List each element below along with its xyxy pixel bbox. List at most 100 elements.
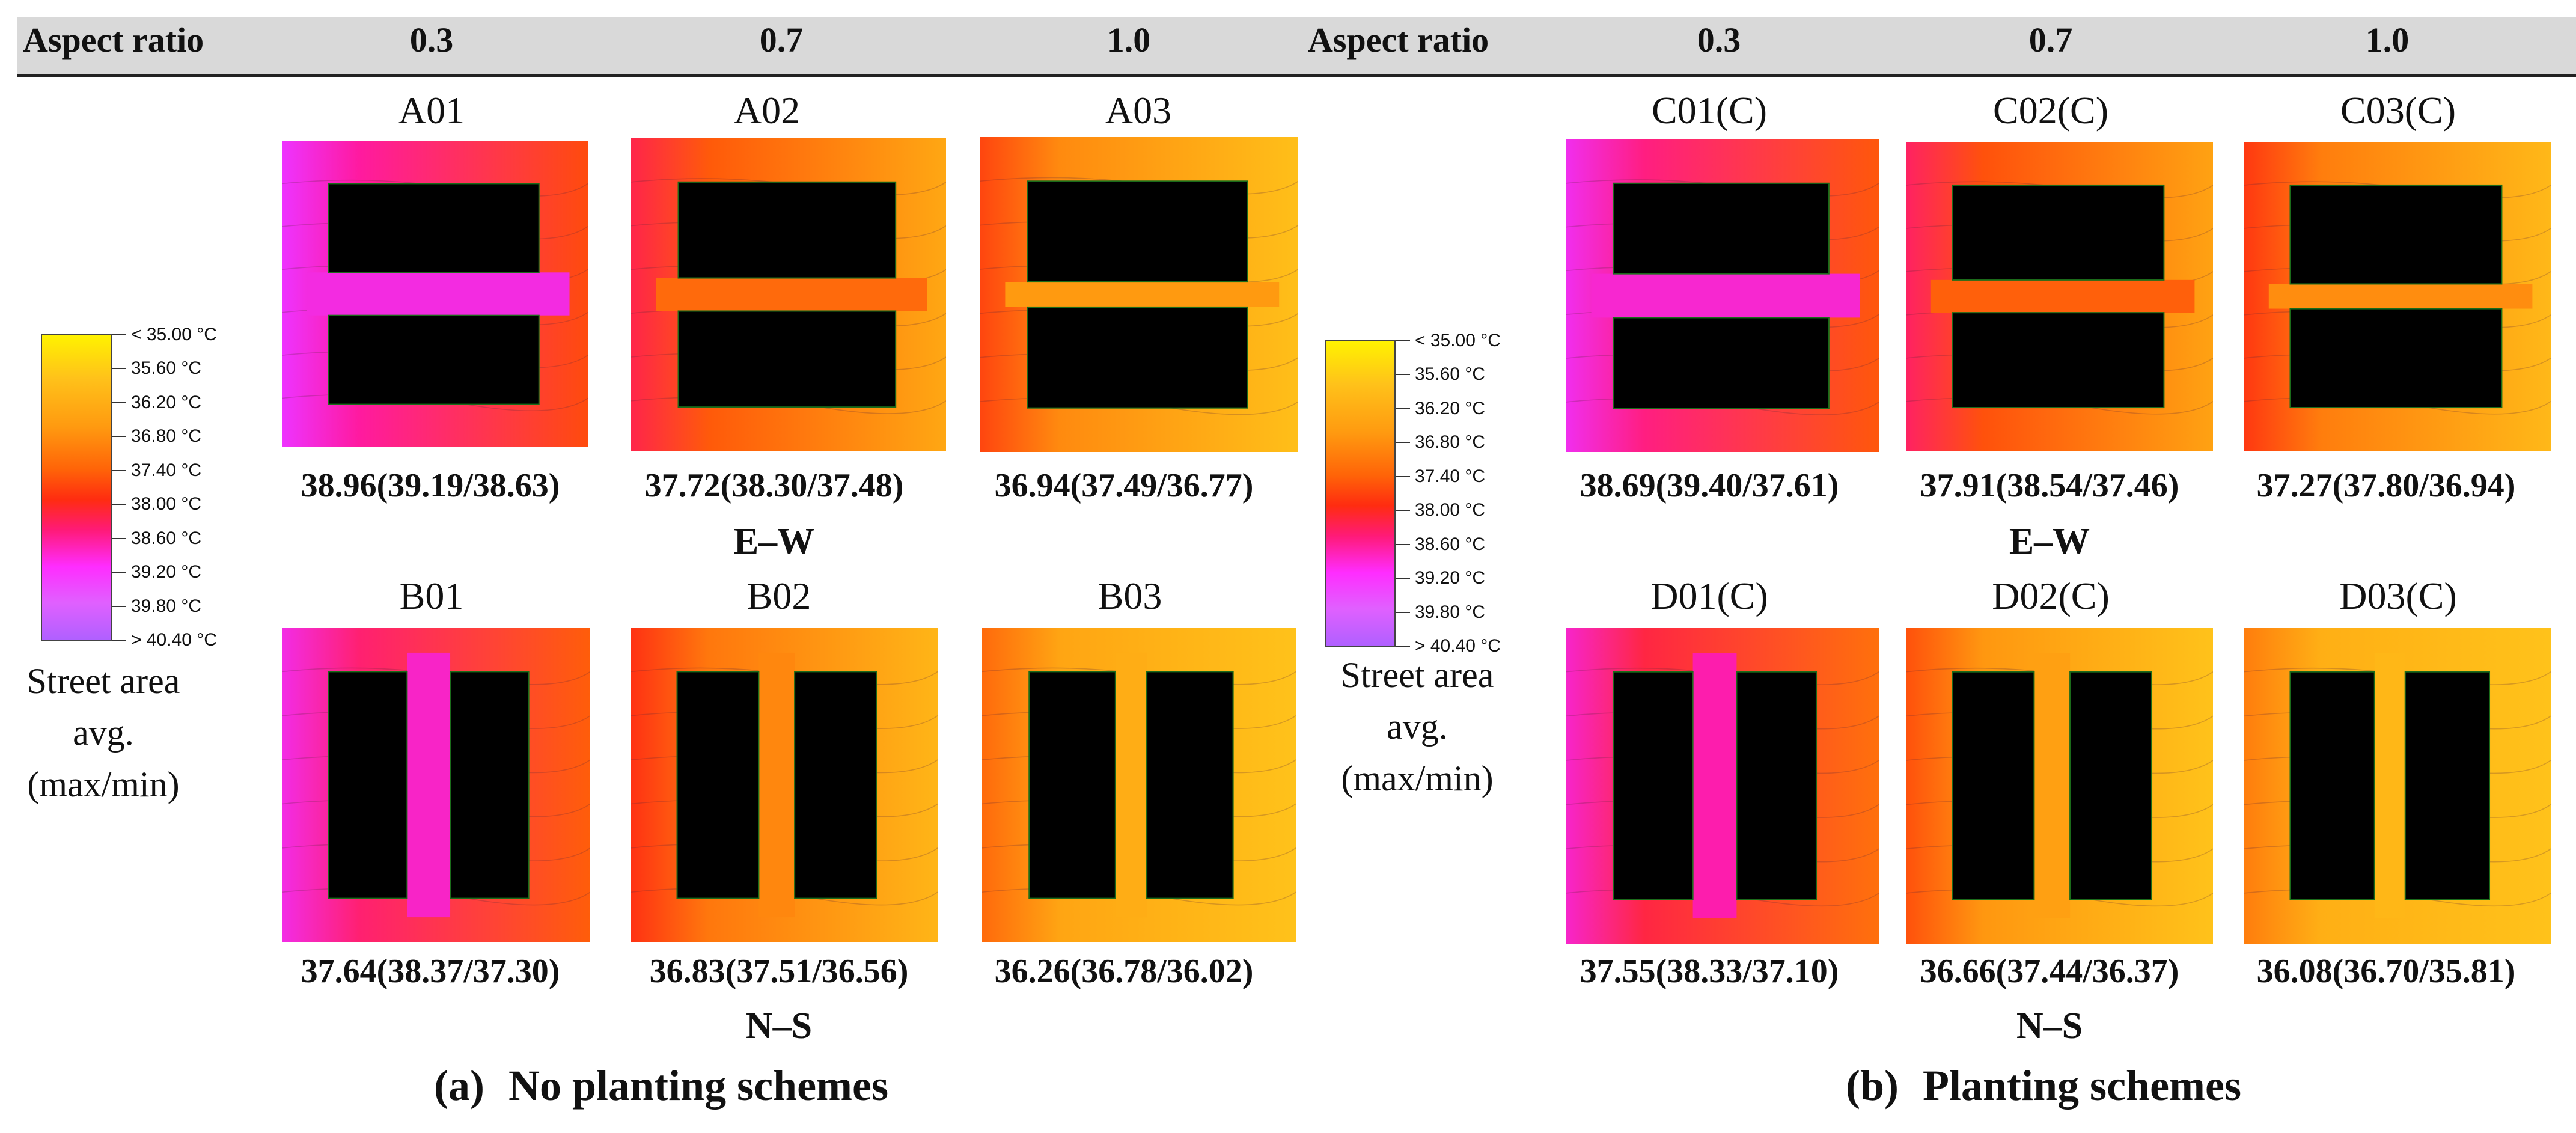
ratio-header-1-0-left: 1.0 [1106,20,1151,60]
cell-value-b02: 36.83(37.51/36.56) [649,953,909,990]
thermal-map-svg [631,628,938,942]
scale-label: > 40.40 °C [131,630,217,650]
scale-label: 38.60 °C [1415,534,1486,554]
ratio-header-1-0-right: 1.0 [2365,20,2410,60]
street-canyon [1005,282,1280,307]
street-canyon [307,272,570,316]
cell-value-d03: 36.08(36.70/35.81) [2256,953,2516,990]
street-canyon [1692,653,1737,918]
scale-label: 39.80 °C [1415,602,1486,622]
cell-label-a03: A03 [1105,89,1172,132]
thermal-map-svg [1906,628,2213,944]
ratio-header-0-3-left: 0.3 [409,20,454,60]
building-block [677,310,897,408]
thermal-map-b01 [282,628,590,942]
thermal-map-svg [982,628,1296,942]
aspect-ratio-header-right: Aspect ratio [1308,20,1489,60]
thermal-map-a02 [631,138,946,451]
orientation-label-ns-a: N–S [745,1006,813,1046]
thermal-map-d02 [1906,628,2213,944]
cell-value-d02: 36.66(37.44/36.37) [1920,953,2179,990]
building-block [2289,184,2503,285]
building-block [450,671,530,899]
scale-label: < 35.00 °C [1415,331,1501,350]
street-canyon [2268,284,2533,309]
cell-label-d01: D01(C) [1650,575,1768,617]
thermal-map-svg [980,137,1298,452]
building-block [1952,671,2035,900]
scale-note-left: Street area avg. (max/min) [26,661,180,804]
color-scale-bar [41,334,112,641]
thermal-map-d03 [2244,628,2551,944]
caption-panel-a: (a) No planting schemes [434,1061,888,1110]
ratio-header-0-7-right: 0.7 [2028,20,2073,60]
thermal-map-svg [1566,139,1879,452]
building-block [2404,671,2491,900]
building-block [1028,671,1116,899]
thermal-map-svg [282,628,590,942]
cell-label-a02: A02 [733,89,801,132]
street-canyon [407,652,451,918]
cell-label-b03: B03 [1097,575,1162,617]
street-canyon [2374,653,2405,918]
building-block [794,671,877,899]
building-block [1952,312,2165,409]
aspect-ratio-header-left: Aspect ratio [23,20,204,60]
cell-label-d02: D02(C) [1992,575,2110,617]
scale-label: 39.20 °C [1415,568,1486,588]
building-block [328,183,540,273]
scale-note-right: Street area avg. (max/min) [1340,655,1494,798]
thermal-map-a03 [980,137,1298,452]
thermal-map-svg [1906,142,2213,451]
scale-label: 38.60 °C [131,528,202,548]
scale-label: 37.40 °C [131,460,202,480]
street-canyon [656,278,927,311]
scale-label: < 35.00 °C [131,325,217,344]
building-block [2289,671,2375,900]
building-block [1027,306,1248,409]
cell-value-a01: 38.96(39.19/38.63) [301,467,560,504]
scale-label: 36.80 °C [131,426,202,446]
street-canyon [1591,273,1860,318]
thermal-map-svg [2244,628,2551,944]
building-block [1612,317,1830,409]
scale-label: 37.40 °C [1415,466,1486,486]
thermal-map-a01 [282,141,588,447]
cell-value-b03: 36.26(36.78/36.02) [994,953,1254,990]
thermal-map-b02 [631,628,938,942]
building-block [1612,182,1830,275]
scale-label: 38.00 °C [131,494,202,514]
building-block [2289,308,2503,409]
thermal-map-svg [631,138,946,451]
header-band [17,17,2576,77]
thermal-map-c03 [2244,142,2551,451]
street-canyon [2034,653,2071,918]
scale-label: 39.80 °C [131,596,202,616]
building-block [1736,671,1818,900]
scale-label: 35.60 °C [131,358,202,378]
cell-label-b02: B02 [746,575,811,617]
scale-label: 39.20 °C [131,562,202,582]
building-block [1952,184,2165,281]
scale-label: 35.60 °C [1415,364,1486,384]
building-block [1027,180,1248,283]
thermal-map-d01 [1566,628,1879,944]
scale-label: > 40.40 °C [1415,636,1501,656]
building-block [1146,671,1234,899]
cell-value-c03: 37.27(37.80/36.94) [2256,467,2516,504]
cell-value-c01: 38.69(39.40/37.61) [1579,467,1839,504]
scale-label: 36.80 °C [1415,432,1486,452]
color-scale-bar [1325,340,1396,647]
building-block [1612,671,1694,900]
cell-value-a03: 36.94(37.49/36.77) [994,467,1254,504]
cell-value-d01: 37.55(38.33/37.10) [1579,953,1839,990]
building-block [677,181,897,279]
thermal-map-svg [282,141,588,447]
caption-panel-b: (b) Planting schemes [1846,1061,2241,1110]
building-block [328,314,540,405]
cell-label-a01: A01 [398,89,465,132]
cell-value-b01: 37.64(38.37/37.30) [301,953,560,990]
thermal-map-svg [2244,142,2551,451]
cell-label-c01: C01(C) [1652,89,1767,132]
cell-label-c03: C03(C) [2340,89,2456,132]
